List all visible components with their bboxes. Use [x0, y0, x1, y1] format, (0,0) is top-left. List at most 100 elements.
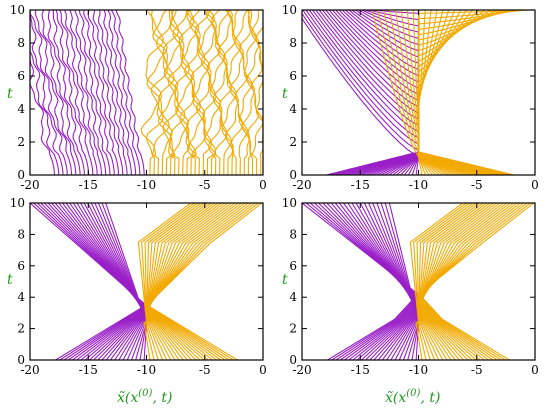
trajectory-right-12 — [418, 203, 504, 360]
trajectory-left-5 — [41, 10, 77, 175]
xlabel-tail-right: , t) — [420, 390, 440, 406]
xlabel-main-left: x̃(x — [117, 390, 138, 406]
trajectory-left-21 — [302, 10, 420, 175]
trajectory-right-21 — [146, 203, 263, 360]
x-tick-label: -5 — [471, 178, 483, 192]
y-tick-label: 10 — [282, 3, 297, 17]
trajectory-right-19 — [146, 203, 256, 360]
trajectory-left-12 — [74, 10, 107, 175]
x-tick-label: -10 — [409, 363, 428, 377]
y-tick-label: 0 — [289, 168, 297, 182]
y-tick-label: 6 — [289, 259, 297, 273]
trajectory-right-7 — [418, 203, 487, 360]
trajectory-right-10 — [418, 203, 497, 360]
trajectory-left-5 — [47, 203, 147, 360]
trajectory-left-15 — [363, 203, 419, 360]
panel-top-left: -20 -15 -10 -5 0 0 2 4 6 8 10 — [10, 3, 267, 192]
trajectory-right-21 — [229, 10, 244, 175]
trajectory-right-15 — [204, 10, 221, 175]
trajectory-right-3 — [146, 203, 202, 360]
trajectory-left-10 — [63, 10, 98, 175]
trajectory-right-14 — [200, 10, 218, 175]
trajectory-right-5 — [162, 10, 184, 175]
trajectory-left-6 — [326, 203, 419, 360]
trajectory-right-3 — [155, 10, 175, 175]
panel-bottom-left: -20 -15 -10 -5 0 0 2 4 6 8 10 — [10, 196, 267, 377]
trajectory-right-5 — [146, 203, 209, 360]
y-tick-label: 8 — [17, 36, 25, 50]
trajectory-right-5 — [418, 203, 481, 360]
x-tick-label: -20 — [292, 363, 311, 377]
trajectory-right-12 — [146, 203, 232, 360]
trajectory-right-13 — [146, 203, 236, 360]
trajectory-right-9 — [179, 10, 200, 175]
trajectory-left-7 — [54, 203, 147, 360]
trajectory-right-21 — [417, 10, 497, 175]
x-tick-label: -15 — [351, 363, 370, 377]
y-tick-label: 2 — [17, 322, 25, 336]
x-tick-label: 0 — [531, 363, 539, 377]
trajectory-right-4 — [146, 203, 205, 360]
trajectory-left-13 — [78, 10, 111, 175]
x-tick-label: -20 — [20, 363, 39, 377]
trajectory-left-8 — [58, 203, 147, 360]
ylabel-top-left: t — [7, 86, 13, 102]
trajectory-left-16 — [92, 10, 124, 175]
trajectory-left-16 — [87, 203, 147, 360]
y-tick-label: 0 — [289, 353, 297, 367]
trajectory-left-18 — [312, 10, 420, 175]
y-tick-label: 2 — [289, 135, 297, 149]
trajectory-right-14 — [417, 10, 470, 175]
trajectory-right-3 — [418, 203, 474, 360]
trajectory-right-11 — [146, 203, 229, 360]
trajectory-left-10 — [343, 203, 419, 360]
y-tick-label: 2 — [17, 135, 25, 149]
trajectory-right-17 — [146, 203, 249, 360]
trajectory-right-6 — [146, 203, 212, 360]
trajectory-right-20 — [146, 203, 259, 360]
ylabel-bottom-right: t — [282, 272, 288, 288]
x-tick-label: -10 — [137, 363, 156, 377]
trajectory-right-11 — [418, 203, 501, 360]
trajectory-left-4 — [34, 10, 73, 175]
trajectory-left-21 — [115, 10, 145, 175]
trajectory-left-6 — [51, 203, 147, 360]
trajectory-left-3 — [30, 10, 68, 175]
trajectory-left-18 — [103, 10, 132, 175]
trajectory-left-23 — [302, 17, 420, 175]
trajectory-left-14 — [83, 10, 115, 175]
trajectory-right-9 — [146, 203, 222, 360]
trajectory-left-11 — [69, 10, 103, 175]
trajectory-right-8 — [146, 203, 219, 360]
y-tick-label: 6 — [17, 69, 25, 83]
x-tick-label: -20 — [20, 178, 39, 192]
y-tick-label: 4 — [289, 290, 297, 304]
trajectory-right-16 — [207, 10, 226, 175]
series-group-top-left — [30, 10, 263, 175]
x-tick-label: -5 — [199, 178, 211, 192]
trajectory-right-10 — [146, 203, 225, 360]
trajectory-right-20 — [225, 10, 242, 175]
trajectory-right-23 — [417, 10, 509, 175]
x-tick-label: -20 — [292, 178, 311, 192]
trajectory-left-15 — [87, 10, 120, 175]
trajectory-left-0 — [30, 10, 56, 175]
trajectory-left-3 — [40, 203, 147, 360]
trajectory-left-9 — [62, 203, 147, 360]
x-tick-label: -5 — [199, 363, 211, 377]
series-group-bottom-right — [302, 203, 535, 360]
x-tick-label: 0 — [531, 178, 539, 192]
trajectory-right-6 — [167, 10, 186, 175]
y-tick-label: 10 — [10, 196, 25, 210]
y-tick-label: 0 — [17, 168, 25, 182]
trajectory-right-10 — [184, 10, 202, 175]
trajectory-left-0 — [30, 203, 147, 360]
xlabel-main-right: x̃(x — [385, 390, 406, 406]
y-tick-label: 4 — [17, 102, 25, 116]
trajectory-left-17 — [98, 10, 128, 175]
trajectory-left-1 — [33, 203, 147, 360]
trajectory-right-13 — [417, 10, 467, 175]
trajectory-right-27 — [255, 10, 263, 175]
trajectory-right-20 — [418, 203, 531, 360]
